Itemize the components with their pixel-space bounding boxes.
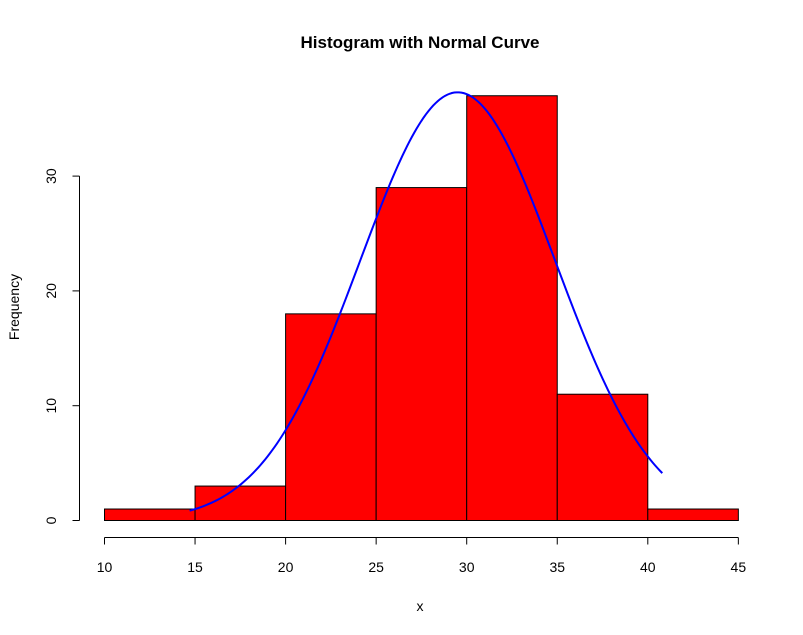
y-tick-label: 30	[43, 168, 59, 184]
x-tick-label: 15	[187, 559, 203, 575]
x-tick-label: 25	[368, 559, 384, 575]
histogram-bar-4	[375, 187, 468, 522]
y-axis: 0 10 20 30	[43, 168, 80, 524]
histogram-bar-3	[285, 313, 377, 521]
y-tick-label: 0	[43, 516, 59, 524]
x-axis-label: x	[417, 598, 424, 614]
histogram-bar-1	[104, 508, 196, 521]
y-tick-label: 10	[43, 398, 59, 414]
x-tick-label: 20	[278, 559, 294, 575]
x-tick-label: 45	[731, 559, 747, 575]
y-tick-label: 20	[43, 283, 59, 299]
histogram-bar-6	[556, 393, 649, 521]
x-tick-label: 35	[549, 559, 565, 575]
y-axis-label: Frequency	[6, 274, 22, 340]
x-tick-label: 30	[459, 559, 475, 575]
normal-curve	[189, 91, 664, 512]
chart-title: Histogram with Normal Curve	[301, 33, 540, 52]
x-tick-label: 40	[640, 559, 656, 575]
x-axis: 10 15 20 25 30 35 40 45	[97, 537, 747, 575]
bars-group	[104, 95, 739, 522]
histogram-bar-7	[647, 508, 739, 521]
histogram-bar-5	[466, 95, 558, 522]
x-tick-label: 10	[97, 559, 113, 575]
